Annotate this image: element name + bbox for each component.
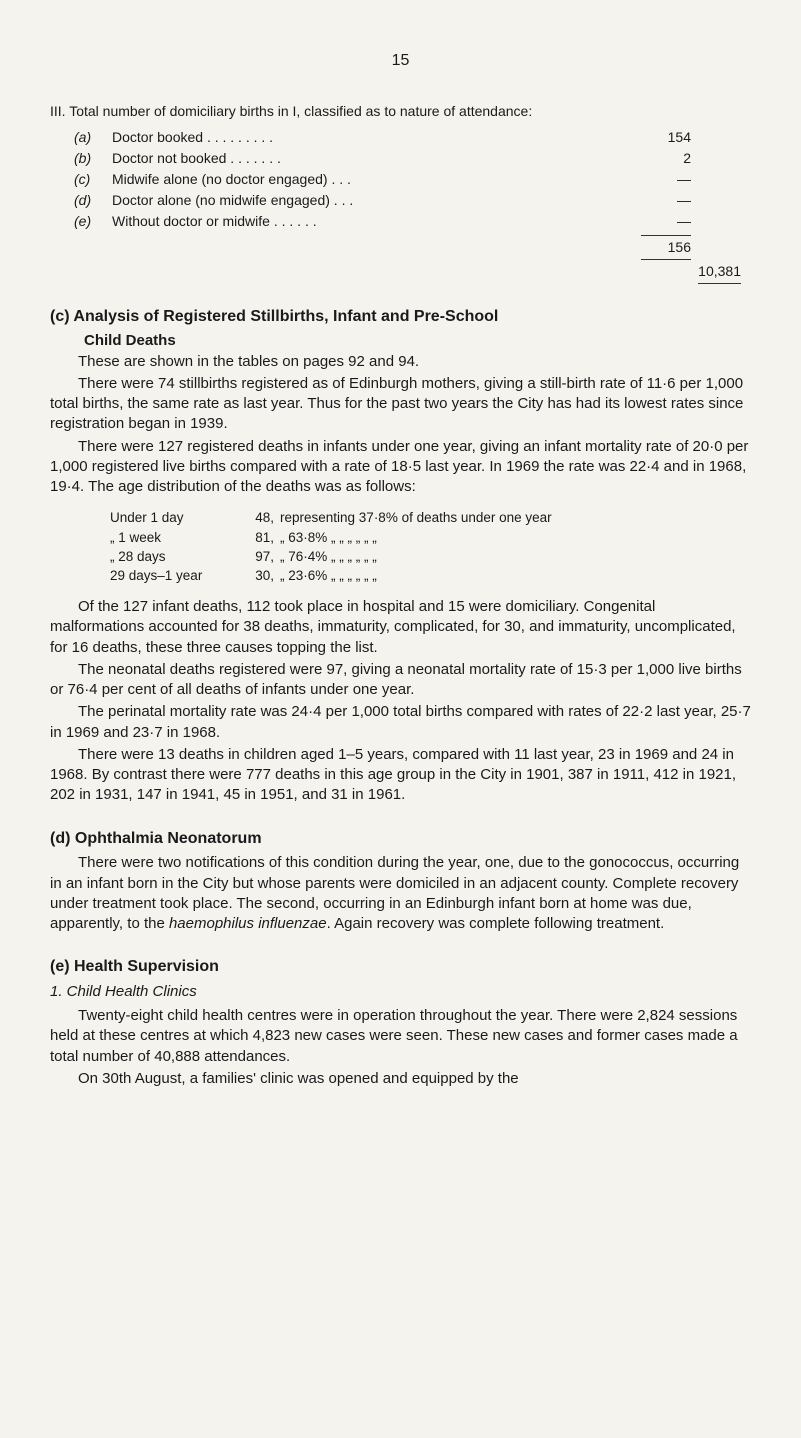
section-e-sub1: 1. Child Health Clinics — [50, 982, 751, 1002]
section-e: (e) Health Supervision 1. Child Health C… — [50, 956, 751, 1089]
iii-text: Doctor booked . . . . . . . . . — [112, 128, 631, 147]
page-number: 15 — [50, 50, 751, 72]
dist-count: 30, — [240, 567, 280, 585]
dist-count: 48, — [240, 509, 280, 527]
iii-value: 2 — [631, 149, 751, 168]
age-distribution-table: Under 1 day 48, representing 37·8% of de… — [110, 509, 751, 585]
iii-label: (a) — [50, 128, 112, 147]
section-c-p7: There were 13 deaths in children aged 1–… — [50, 745, 751, 806]
section-e-heading: (e) Health Supervision — [50, 956, 751, 978]
dist-row: Under 1 day 48, representing 37·8% of de… — [110, 509, 751, 527]
section-c-p3: There were 127 registered deaths in infa… — [50, 437, 751, 498]
iii-label: (d) — [50, 191, 112, 210]
section-e-p1: Twenty-eight child health centres were i… — [50, 1006, 751, 1067]
section-c-p1: These are shown in the tables on pages 9… — [50, 352, 751, 372]
dist-desc: „ 76·4% „ „ „ „ „ „ — [280, 548, 751, 566]
dist-count: 81, — [240, 529, 280, 547]
iii-row: (c) Midwife alone (no doctor engaged) . … — [50, 170, 751, 189]
iii-value: — — [631, 191, 751, 210]
iii-label: (b) — [50, 149, 112, 168]
section-d-p1: There were two notifications of this con… — [50, 853, 751, 934]
iii-label: (e) — [50, 212, 112, 231]
section-c-p4: Of the 127 infant deaths, 112 took place… — [50, 597, 751, 658]
grand-total-value: 10,381 — [698, 262, 741, 284]
iii-value: — — [631, 170, 751, 189]
section-c-title: Analysis of Registered Stillbirths, Infa… — [73, 308, 498, 325]
dist-age: Under 1 day — [110, 509, 240, 527]
dist-row: 29 days–1 year 30, „ 23·6% „ „ „ „ „ „ — [110, 567, 751, 585]
document-page: 15 III. Total number of domiciliary birt… — [0, 0, 801, 1438]
iii-row: (a) Doctor booked . . . . . . . . . 154 — [50, 128, 751, 147]
dist-row: „ 1 week 81, „ 63·8% „ „ „ „ „ „ — [110, 529, 751, 547]
dist-row: „ 28 days 97, „ 76·4% „ „ „ „ „ „ — [110, 548, 751, 566]
section-e-p2: On 30th August, a families' clinic was o… — [50, 1069, 751, 1089]
iii-value: 154 — [631, 128, 751, 147]
section-c-heading-line2: Child Deaths — [84, 331, 751, 351]
dist-count: 97, — [240, 548, 280, 566]
iii-label: (c) — [50, 170, 112, 189]
dist-age: „ 1 week — [110, 529, 240, 547]
dist-desc: representing 37·8% of deaths under one y… — [280, 509, 751, 527]
section-d: (d) Ophthalmia Neonatorum There were two… — [50, 828, 751, 935]
section-d-p1b: . Again recovery was complete following … — [327, 915, 665, 932]
section-d-italic: haemophilus influenzae — [169, 915, 327, 932]
dist-desc: „ 23·6% „ „ „ „ „ „ — [280, 567, 751, 585]
subtotal-value: 156 — [641, 235, 691, 260]
section-c-p2: There were 74 stillbirths registered as … — [50, 374, 751, 435]
dist-desc: „ 63·8% „ „ „ „ „ „ — [280, 529, 751, 547]
iii-value: — — [631, 212, 751, 231]
dist-age: „ 28 days — [110, 548, 240, 566]
iii-text: Without doctor or midwife . . . . . . — [112, 212, 631, 231]
iii-text: Doctor not booked . . . . . . . — [112, 149, 631, 168]
iii-row: (d) Doctor alone (no midwife engaged) . … — [50, 191, 751, 210]
section-c-p6: The perinatal mortality rate was 24·4 pe… — [50, 702, 751, 743]
section-c-heading: (c) Analysis of Registered Stillbirths, … — [50, 306, 751, 328]
subtotal-row: 156 — [50, 235, 751, 260]
grand-total-row: 10,381 — [50, 262, 751, 284]
section-c-lead: (c) — [50, 308, 73, 325]
section-d-heading: (d) Ophthalmia Neonatorum — [50, 828, 751, 850]
iii-row: (e) Without doctor or midwife . . . . . … — [50, 212, 751, 231]
dist-age: 29 days–1 year — [110, 567, 240, 585]
section-iii-heading: III. Total number of domiciliary births … — [50, 102, 751, 121]
iii-row: (b) Doctor not booked . . . . . . . 2 — [50, 149, 751, 168]
iii-text: Doctor alone (no midwife engaged) . . . — [112, 191, 631, 210]
section-c-p5: The neonatal deaths registered were 97, … — [50, 660, 751, 701]
iii-text: Midwife alone (no doctor engaged) . . . — [112, 170, 631, 189]
